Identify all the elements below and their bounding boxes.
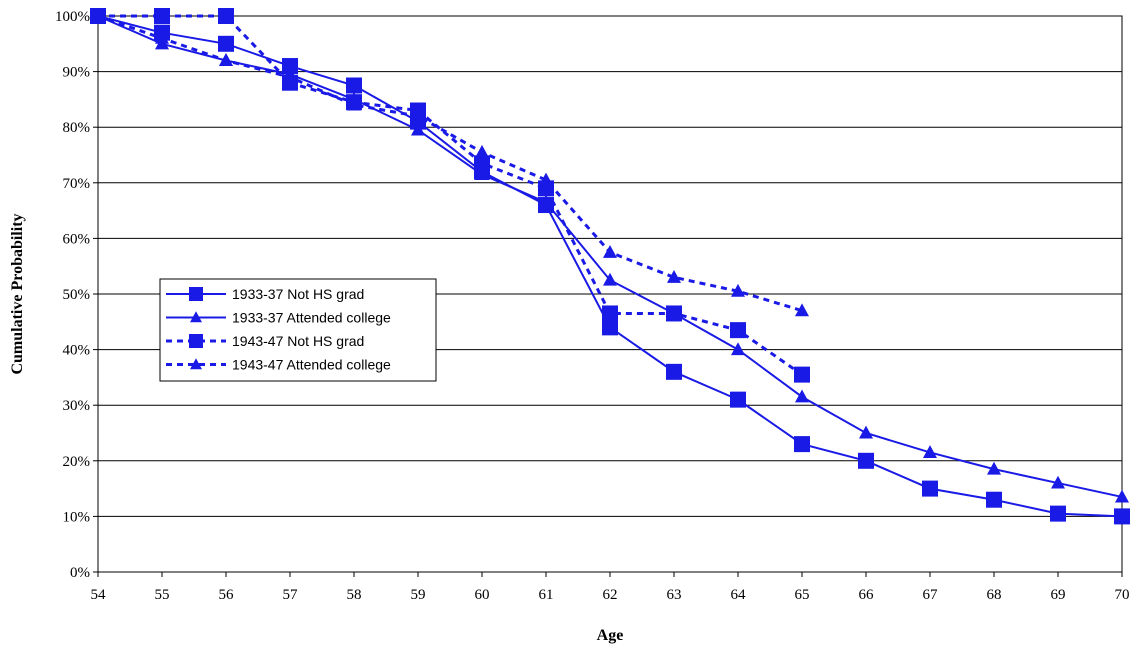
- x-tick-label: 58: [347, 587, 362, 603]
- legend-label: 1943-47 Attended college: [232, 357, 391, 373]
- x-tick-label: 60: [475, 587, 490, 603]
- x-tick-label: 63: [667, 587, 682, 603]
- y-tick-label: 0%: [70, 565, 90, 581]
- series-point: [154, 8, 170, 24]
- series-point: [667, 269, 681, 283]
- series-point: [1114, 508, 1130, 525]
- x-tick-label: 57: [283, 587, 299, 603]
- series-point: [731, 283, 745, 297]
- y-tick-label: 70%: [63, 176, 91, 192]
- series-point: [666, 363, 682, 380]
- series-point: [411, 108, 425, 122]
- y-axis-ticks: 0% 10% 20% 30% 40% 50% 60% 70% 80% 90% 100%: [55, 9, 98, 581]
- series-point: [219, 53, 233, 66]
- y-tick-label: 100%: [55, 9, 90, 25]
- series-point: [603, 244, 617, 258]
- series-point: [731, 342, 745, 356]
- series-point: [795, 389, 809, 403]
- series-point: [1115, 489, 1129, 503]
- x-tick-label: 54: [91, 587, 107, 603]
- series-point: [795, 303, 809, 317]
- x-tick-label: 59: [411, 587, 426, 603]
- x-tick-label: 65: [795, 587, 810, 603]
- series-point: [794, 366, 810, 383]
- y-tick-label: 30%: [63, 398, 91, 414]
- series-point: [155, 30, 169, 44]
- x-tick-label: 55: [155, 587, 170, 603]
- series-4: [91, 8, 809, 317]
- series-point: [475, 167, 489, 180]
- legend: 1933-37 Not HS grad 1933-37 Attended coll…: [159, 278, 437, 382]
- x-tick-label: 69: [1051, 587, 1066, 603]
- y-tick-label: 10%: [63, 509, 91, 525]
- series-point: [189, 334, 203, 348]
- series-point: [603, 272, 617, 286]
- series-point: [475, 144, 489, 158]
- y-tick-label: 60%: [63, 231, 91, 247]
- series-point: [91, 8, 105, 22]
- series-point: [189, 287, 203, 301]
- series-point: [730, 391, 746, 408]
- series-point: [282, 58, 298, 75]
- series-point: [190, 358, 202, 370]
- series-point: [794, 436, 810, 453]
- series-point: [602, 319, 618, 336]
- series-point: [922, 480, 938, 497]
- series-point: [986, 491, 1002, 508]
- series-layer: [90, 8, 1130, 525]
- y-tick-label: 80%: [63, 120, 91, 136]
- x-tick-label: 70: [1115, 587, 1130, 603]
- series-point: [859, 425, 873, 439]
- x-tick-label: 66: [859, 587, 875, 603]
- y-tick-label: 40%: [63, 343, 91, 359]
- series-line: [97, 14, 803, 313]
- series-point: [923, 445, 937, 458]
- y-tick-label: 50%: [63, 287, 91, 303]
- series-point: [347, 97, 361, 111]
- series-point: [539, 172, 553, 186]
- series-point: [730, 322, 746, 339]
- legend-label: 1943-47 Not HS grad: [232, 333, 364, 349]
- legend-box: [159, 278, 437, 382]
- series-point: [1050, 505, 1066, 522]
- x-tick-label: 61: [539, 587, 554, 603]
- x-tick-label: 56: [219, 587, 235, 603]
- series-point: [474, 155, 490, 172]
- series-point: [987, 461, 1001, 475]
- series-point: [602, 305, 618, 322]
- legend-label: 1933-37 Not HS grad: [232, 286, 364, 302]
- x-tick-label: 62: [603, 587, 618, 603]
- series-point: [218, 8, 234, 24]
- x-tick-label: 64: [731, 587, 747, 603]
- x-tick-label: 67: [923, 587, 939, 603]
- series-line: [98, 14, 803, 376]
- series-point: [539, 194, 553, 208]
- series-point: [858, 452, 874, 469]
- series-point: [218, 35, 234, 52]
- series-point: [283, 69, 297, 83]
- x-axis-ticks: 54 55 56 57 58 59 60 61 62 63 64 65 66 67 68 69 70: [91, 572, 1130, 603]
- series-point: [666, 305, 682, 322]
- series-point: [346, 77, 362, 94]
- x-axis-title: Age: [597, 627, 624, 644]
- series-point: [411, 122, 425, 136]
- x-tick-label: 68: [987, 587, 1002, 603]
- y-axis-title: Cumulative Probability: [9, 213, 26, 374]
- series-point: [190, 311, 202, 323]
- y-tick-label: 20%: [63, 454, 91, 470]
- y-tick-label: 90%: [63, 65, 91, 81]
- series-point: [1051, 475, 1065, 489]
- legend-label: 1933-37 Attended college: [232, 310, 391, 326]
